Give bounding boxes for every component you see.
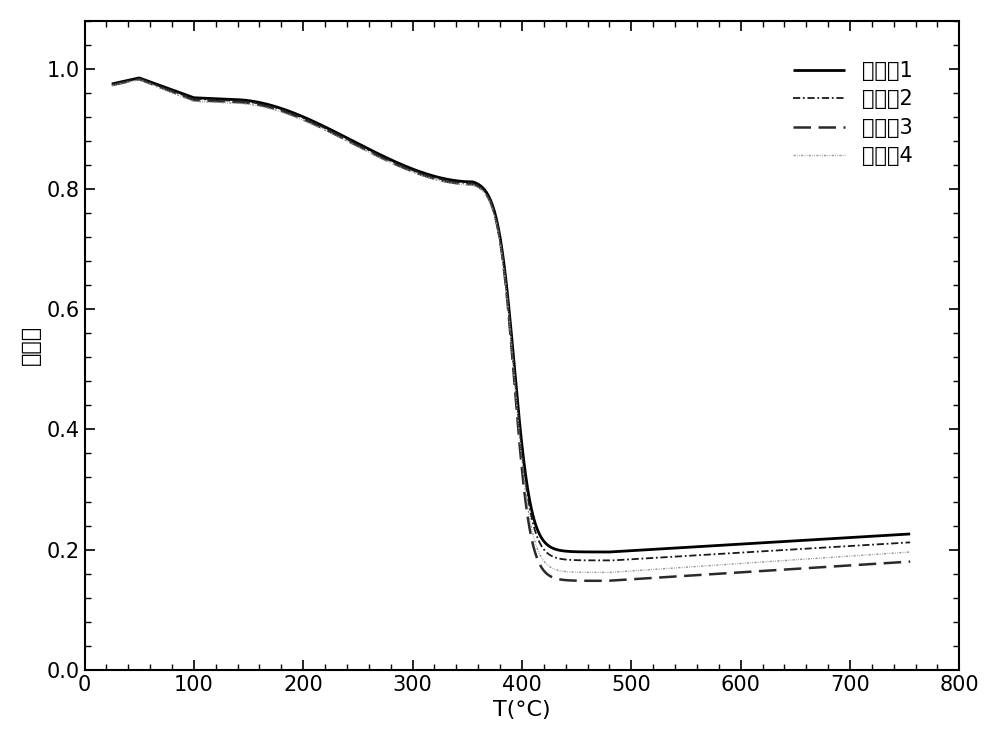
实施例4 xyxy=(106,82,118,90)
实施例2 xyxy=(133,74,145,83)
实施例2 xyxy=(904,538,916,547)
实施例3 xyxy=(713,569,725,578)
实施例1 xyxy=(591,548,603,556)
实施例2 xyxy=(570,556,582,565)
实施例4 xyxy=(591,568,603,576)
实施例3 xyxy=(570,576,582,585)
Y-axis label: 失重率: 失重率 xyxy=(21,325,41,365)
Legend: 实施例1, 实施例2, 实施例3, 实施例4: 实施例1, 实施例2, 实施例3, 实施例4 xyxy=(782,50,923,176)
实施例4 xyxy=(904,548,916,556)
实施例4 xyxy=(795,555,807,564)
实施例4 xyxy=(570,568,582,576)
实施例3 xyxy=(600,576,612,585)
实施例2 xyxy=(591,556,603,565)
实施例3 xyxy=(616,576,628,585)
实施例4 xyxy=(133,76,145,84)
实施例1 xyxy=(795,536,807,545)
实施例1 xyxy=(156,82,168,90)
实施例4 xyxy=(156,84,168,93)
实施例1 xyxy=(106,79,118,88)
实施例2 xyxy=(616,555,628,564)
实施例3 xyxy=(133,75,145,84)
实施例3 xyxy=(795,564,807,573)
Line: 实施例4: 实施例4 xyxy=(112,80,910,572)
实施例3 xyxy=(904,557,916,566)
实施例2 xyxy=(106,80,118,89)
实施例4 xyxy=(603,568,615,576)
Line: 实施例2: 实施例2 xyxy=(112,79,910,560)
实施例3 xyxy=(106,81,118,90)
实施例1 xyxy=(616,547,628,556)
Line: 实施例3: 实施例3 xyxy=(112,79,910,581)
实施例3 xyxy=(156,84,168,93)
实施例2 xyxy=(156,82,168,91)
实施例1 xyxy=(133,73,145,82)
实施例4 xyxy=(713,560,725,569)
实施例1 xyxy=(713,541,725,550)
Line: 实施例1: 实施例1 xyxy=(112,78,910,552)
实施例2 xyxy=(713,550,725,559)
X-axis label: T(°C): T(°C) xyxy=(493,700,551,720)
实施例1 xyxy=(904,530,916,539)
实施例4 xyxy=(616,567,628,576)
实施例3 xyxy=(591,576,603,585)
实施例2 xyxy=(795,545,807,554)
实施例2 xyxy=(606,556,618,565)
实施例1 xyxy=(570,548,582,556)
实施例1 xyxy=(603,548,615,556)
